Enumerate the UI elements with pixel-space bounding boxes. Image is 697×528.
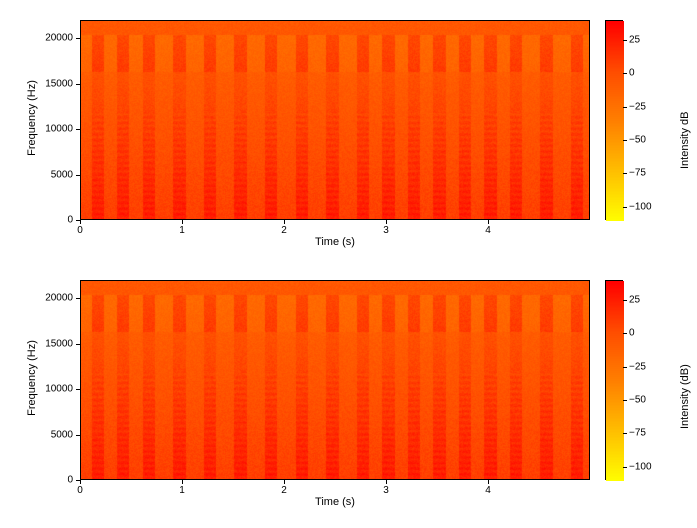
ytick-label: 10000 — [35, 384, 73, 395]
xtick-label: 4 — [485, 485, 491, 496]
ytick-mark — [76, 480, 80, 481]
xtick-mark — [284, 220, 285, 224]
ytick-mark — [76, 38, 80, 39]
colorbar-tick-label: −75 — [629, 428, 646, 439]
xtick-label: 0 — [77, 225, 83, 236]
colorbar-tick-label: 25 — [629, 35, 640, 46]
ytick-label: 15000 — [35, 78, 73, 89]
ytick-mark — [76, 129, 80, 130]
ytick-label: 0 — [35, 475, 73, 486]
ytick-mark — [76, 344, 80, 345]
ytick-label: 15000 — [35, 338, 73, 349]
ytick-label: 10000 — [35, 124, 73, 135]
colorbar-tick-label: −50 — [629, 395, 646, 406]
colorbar-tick-mark — [623, 40, 627, 41]
ytick-label: 5000 — [35, 429, 73, 440]
colorbar-tick-label: −100 — [629, 461, 652, 472]
ytick-label: 20000 — [35, 293, 73, 304]
ytick-mark — [76, 298, 80, 299]
xtick-mark — [182, 480, 183, 484]
colorbar-tick-label: −50 — [629, 135, 646, 146]
colorbar-tick-mark — [623, 107, 627, 108]
xtick-label: 4 — [485, 225, 491, 236]
xtick-label: 0 — [77, 485, 83, 496]
colorbar-label-top: Intensity dB — [679, 69, 691, 169]
xtick-label: 2 — [281, 225, 287, 236]
ytick-mark — [76, 84, 80, 85]
colorbar-tick-label: −100 — [629, 201, 652, 212]
ytick-mark — [76, 220, 80, 221]
colorbar-tick-label: 25 — [629, 295, 640, 306]
colorbar-tick-mark — [623, 207, 627, 208]
xtick-mark — [488, 220, 489, 224]
xtick-mark — [488, 480, 489, 484]
xtick-mark — [386, 480, 387, 484]
figure: Frequency (Hz) Time (s) Intensity dB Fre… — [0, 0, 697, 528]
colorbar-tick-mark — [623, 400, 627, 401]
xtick-label: 3 — [383, 485, 389, 496]
colorbar-tick-mark — [623, 367, 627, 368]
ytick-mark — [76, 175, 80, 176]
xtick-label: 1 — [179, 225, 185, 236]
colorbar-tick-mark — [623, 73, 627, 74]
colorbar-top — [605, 20, 623, 220]
xtick-label: 2 — [281, 485, 287, 496]
colorbar-tick-mark — [623, 140, 627, 141]
spectrogram-canvas-top — [81, 21, 590, 220]
xtick-label: 3 — [383, 225, 389, 236]
ytick-mark — [76, 435, 80, 436]
xtick-mark — [284, 480, 285, 484]
colorbar-tick-mark — [623, 433, 627, 434]
spectrogram-bottom — [80, 280, 590, 480]
ytick-label: 20000 — [35, 33, 73, 44]
colorbar-canvas-top — [606, 21, 624, 221]
colorbar-tick-mark — [623, 300, 627, 301]
xlabel-top: Time (s) — [300, 236, 370, 248]
spectrogram-top — [80, 20, 590, 220]
xtick-mark — [80, 480, 81, 484]
colorbar-tick-label: −25 — [629, 361, 646, 372]
colorbar-tick-label: −25 — [629, 101, 646, 112]
colorbar-canvas-bottom — [606, 281, 624, 481]
xlabel-bottom: Time (s) — [300, 496, 370, 508]
spectrogram-canvas-bottom — [81, 281, 590, 480]
xtick-mark — [386, 220, 387, 224]
ytick-mark — [76, 389, 80, 390]
xtick-mark — [182, 220, 183, 224]
xtick-label: 1 — [179, 485, 185, 496]
colorbar-tick-mark — [623, 333, 627, 334]
colorbar-tick-label: −75 — [629, 168, 646, 179]
colorbar-tick-label: 0 — [629, 328, 635, 339]
colorbar-tick-mark — [623, 467, 627, 468]
ytick-label: 0 — [35, 215, 73, 226]
ytick-label: 5000 — [35, 169, 73, 180]
colorbar-bottom — [605, 280, 623, 480]
colorbar-tick-label: 0 — [629, 68, 635, 79]
colorbar-label-bottom: Intensity (dB) — [679, 329, 691, 429]
colorbar-tick-mark — [623, 173, 627, 174]
xtick-mark — [80, 220, 81, 224]
